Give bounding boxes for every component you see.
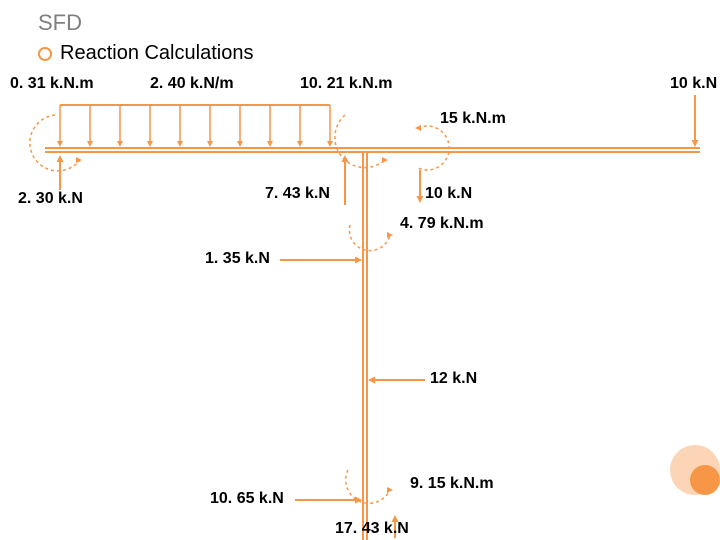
label-f135: 1. 35 k.N [205, 250, 270, 268]
label-m479: 4. 79 k.N.m [400, 215, 484, 233]
label-d240: 2. 40 k.N/m [150, 75, 234, 93]
label-m1021: 10. 21 k.N.m [300, 75, 393, 93]
label-m031: 0. 31 k.N.m [10, 75, 94, 93]
label-f230: 2. 30 k.N [18, 190, 83, 208]
label-m15: 15 k.N.m [440, 110, 506, 128]
label-f743: 7. 43 k.N [265, 185, 330, 203]
label-f10: 10 k.N [670, 75, 717, 93]
label-f10b: 10 k.N [425, 185, 472, 203]
label-f1065: 10. 65 k.N [210, 490, 284, 508]
label-f12: 12 k.N [430, 370, 477, 388]
label-f1743: 17. 43 k.N [335, 520, 409, 538]
label-m915: 9. 15 k.N.m [410, 475, 494, 493]
